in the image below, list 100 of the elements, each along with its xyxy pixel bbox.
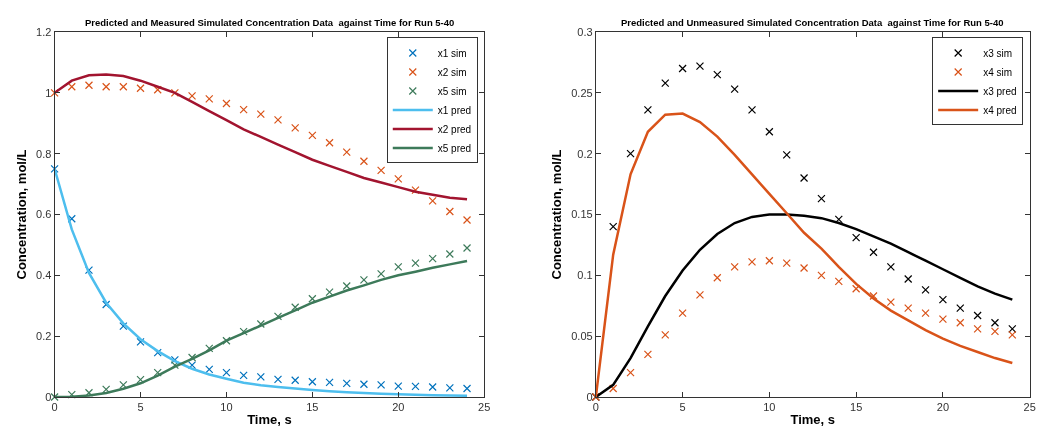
point [747, 257, 757, 267]
point [938, 315, 948, 324]
legend-label: x2 sim [437, 66, 467, 78]
point [239, 371, 248, 380]
x-tick-label: 15 [306, 401, 319, 414]
point [325, 138, 334, 147]
point [84, 388, 94, 397]
point [239, 105, 248, 114]
point [102, 82, 111, 91]
x-tick-label: 5 [137, 401, 144, 414]
point [747, 105, 757, 114]
point [67, 82, 76, 91]
point [713, 70, 722, 79]
point [462, 215, 472, 225]
point [342, 281, 351, 291]
y-tick-label: 0.05 [571, 330, 593, 343]
point [136, 337, 145, 347]
x-tick-label: 10 [763, 401, 776, 414]
point [445, 207, 454, 216]
point [359, 275, 369, 284]
x-tick-label: 15 [850, 401, 863, 414]
x-tick-label: 25 [1023, 401, 1036, 414]
point [84, 81, 94, 90]
point [852, 284, 861, 293]
point [428, 254, 437, 263]
point [1008, 324, 1017, 333]
x-tick-label: 5 [679, 401, 686, 414]
line-series [54, 259, 469, 397]
point [50, 392, 59, 402]
point [411, 382, 420, 391]
point [187, 91, 197, 100]
point [411, 186, 420, 195]
point [462, 384, 472, 393]
point [256, 110, 265, 119]
point [359, 380, 369, 389]
point [308, 294, 317, 303]
point [799, 173, 809, 183]
point [273, 312, 283, 321]
point [428, 382, 437, 392]
point [661, 79, 670, 88]
point [921, 308, 930, 318]
point [342, 148, 351, 157]
point [222, 368, 231, 377]
point [205, 344, 214, 353]
chart-title: Predicted and Measured Simulated Concentration Data against Time for Run 5-40 [85, 17, 455, 28]
point [904, 304, 913, 313]
point [852, 233, 861, 242]
point [445, 249, 454, 259]
legend-label: x4 sim [983, 66, 1013, 78]
point [291, 303, 300, 312]
point [394, 174, 403, 184]
y-tick-label: 0.15 [571, 208, 593, 221]
point [256, 372, 265, 382]
point [308, 377, 317, 386]
point [1008, 330, 1017, 340]
point [342, 379, 351, 388]
point [765, 127, 774, 136]
point [904, 274, 913, 284]
point [834, 277, 843, 286]
point [661, 330, 670, 340]
point [428, 196, 437, 205]
point [187, 360, 197, 370]
point [153, 368, 162, 377]
point [609, 384, 618, 393]
y-tick-label: 0.2 [577, 147, 593, 160]
point [102, 385, 111, 394]
point [730, 262, 739, 271]
point [462, 243, 472, 253]
x-axis-title: Time, s [790, 411, 836, 427]
legend-label: x3 sim [983, 47, 1013, 59]
point [782, 150, 791, 159]
y-tick-label: 0.3 [577, 25, 593, 38]
point [990, 327, 1000, 336]
point [782, 259, 791, 268]
point [273, 115, 283, 124]
point [956, 304, 965, 313]
point [205, 365, 214, 374]
point [938, 295, 948, 304]
point [205, 94, 214, 104]
y-tick-label: 0.4 [36, 269, 52, 282]
point [256, 319, 265, 329]
x-tick-label: 10 [220, 401, 233, 414]
point [765, 256, 774, 265]
y-tick-label: 1.2 [36, 25, 52, 38]
x-tick-label: 25 [478, 401, 491, 414]
legend-label: x3 pred [983, 85, 1017, 97]
legend-label: x2 pred [437, 123, 472, 135]
point [325, 287, 334, 297]
point [153, 85, 162, 94]
point [136, 84, 145, 93]
point [730, 85, 739, 94]
point [291, 376, 300, 385]
point [869, 291, 878, 301]
point [973, 311, 982, 320]
point [695, 290, 705, 299]
legend-label: x1 pred [437, 104, 472, 116]
point [377, 166, 386, 175]
y-axis-title: Concentration, mol/L [549, 149, 565, 280]
x-tick-label: 20 [936, 401, 950, 414]
y-tick-label: 0 [586, 390, 593, 403]
